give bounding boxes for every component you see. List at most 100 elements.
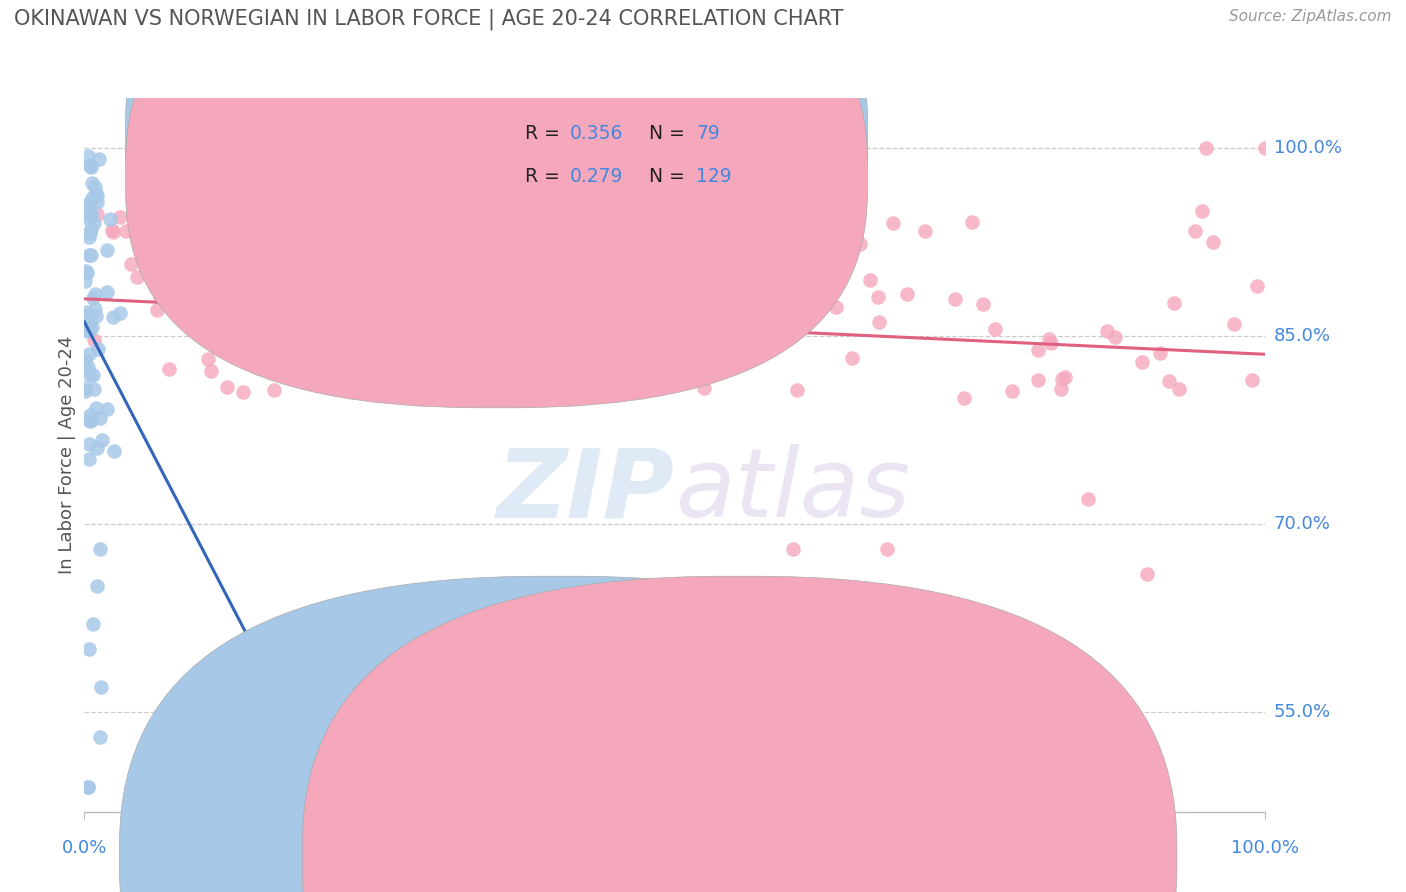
Okinawans [82, 368, 104, 383]
Norwegians [599, 372, 621, 386]
Norwegians [267, 312, 290, 326]
Okinawans [79, 414, 101, 428]
Norwegians [1104, 330, 1126, 344]
Norwegians [1001, 384, 1024, 399]
Norwegians [1159, 374, 1181, 388]
Norwegians [501, 250, 523, 264]
Norwegians [447, 211, 470, 225]
Okinawans [76, 211, 98, 225]
Okinawans [89, 541, 111, 556]
Okinawans [89, 730, 111, 744]
Okinawans [110, 306, 132, 320]
Okinawans [73, 352, 96, 367]
Okinawans [79, 437, 101, 451]
Text: Source: ZipAtlas.com: Source: ZipAtlas.com [1229, 9, 1392, 24]
Norwegians [876, 541, 898, 556]
Norwegians [770, 286, 793, 301]
Okinawans [96, 243, 118, 257]
Norwegians [1130, 355, 1153, 369]
Text: 70.0%: 70.0% [1274, 515, 1330, 533]
Norwegians [859, 273, 882, 287]
Okinawans [86, 188, 108, 202]
Norwegians [848, 237, 870, 252]
Text: 129: 129 [696, 167, 731, 186]
Norwegians [914, 224, 936, 238]
Text: 100.0%: 100.0% [1232, 839, 1299, 857]
Norwegians [704, 366, 727, 380]
Okinawans [79, 368, 101, 382]
Okinawans [75, 264, 97, 278]
Text: 55.0%: 55.0% [1274, 703, 1331, 721]
Text: 0.356: 0.356 [569, 124, 623, 144]
Norwegians [778, 321, 800, 335]
Norwegians [1028, 343, 1050, 357]
Okinawans [80, 222, 103, 236]
Norwegians [295, 235, 318, 250]
Norwegians [775, 227, 797, 242]
Okinawans [77, 780, 100, 794]
Norwegians [972, 297, 994, 311]
Okinawans [75, 274, 97, 288]
Norwegians [146, 303, 169, 318]
Norwegians [699, 692, 721, 706]
Text: Okinawans: Okinawans [579, 848, 678, 866]
Norwegians [959, 604, 981, 618]
Okinawans [79, 227, 101, 241]
Norwegians [245, 243, 267, 257]
FancyBboxPatch shape [125, 0, 868, 408]
Norwegians [786, 383, 808, 397]
Okinawans [80, 413, 103, 427]
Norwegians [666, 375, 689, 389]
Text: N =: N = [650, 124, 690, 144]
Norwegians [1149, 345, 1171, 359]
Text: Norwegians: Norwegians [763, 848, 870, 866]
Norwegians [614, 254, 637, 268]
Norwegians [868, 290, 890, 304]
Norwegians [499, 335, 522, 350]
Norwegians [359, 293, 381, 307]
Norwegians [110, 210, 132, 224]
Norwegians [1038, 332, 1060, 346]
Norwegians [1052, 372, 1074, 386]
Norwegians [1054, 369, 1077, 384]
Okinawans [83, 180, 105, 194]
Okinawans [86, 442, 108, 456]
Okinawans [80, 210, 103, 224]
Okinawans [86, 194, 108, 209]
Norwegians [271, 295, 294, 310]
Norwegians [524, 369, 547, 384]
Text: 0.0%: 0.0% [62, 839, 107, 857]
Okinawans [86, 310, 108, 324]
Norwegians [567, 222, 589, 236]
Okinawans [79, 160, 101, 174]
Okinawans [80, 191, 103, 205]
Norwegians [436, 347, 458, 361]
Okinawans [98, 211, 121, 226]
Norwegians [1077, 491, 1099, 506]
Norwegians [287, 360, 309, 375]
Norwegians [1195, 141, 1218, 155]
Text: atlas: atlas [675, 444, 910, 537]
Okinawans [96, 285, 118, 299]
Okinawans [90, 433, 112, 447]
Norwegians [606, 383, 628, 397]
Norwegians [394, 270, 416, 285]
Okinawans [80, 177, 103, 191]
Norwegians [782, 541, 804, 556]
Okinawans [84, 302, 107, 317]
Norwegians [100, 223, 122, 237]
Norwegians [776, 248, 799, 262]
Okinawans [83, 216, 105, 230]
Text: 79: 79 [696, 124, 720, 144]
Okinawans [87, 152, 110, 166]
Norwegians [263, 384, 285, 398]
Okinawans [96, 402, 118, 417]
Norwegians [1254, 141, 1277, 155]
Okinawans [80, 204, 103, 219]
Okinawans [80, 248, 103, 262]
Norwegians [817, 224, 839, 238]
Okinawans [75, 203, 97, 218]
Norwegians [619, 301, 641, 316]
Okinawans [76, 305, 98, 319]
Y-axis label: In Labor Force | Age 20-24: In Labor Force | Age 20-24 [58, 335, 76, 574]
